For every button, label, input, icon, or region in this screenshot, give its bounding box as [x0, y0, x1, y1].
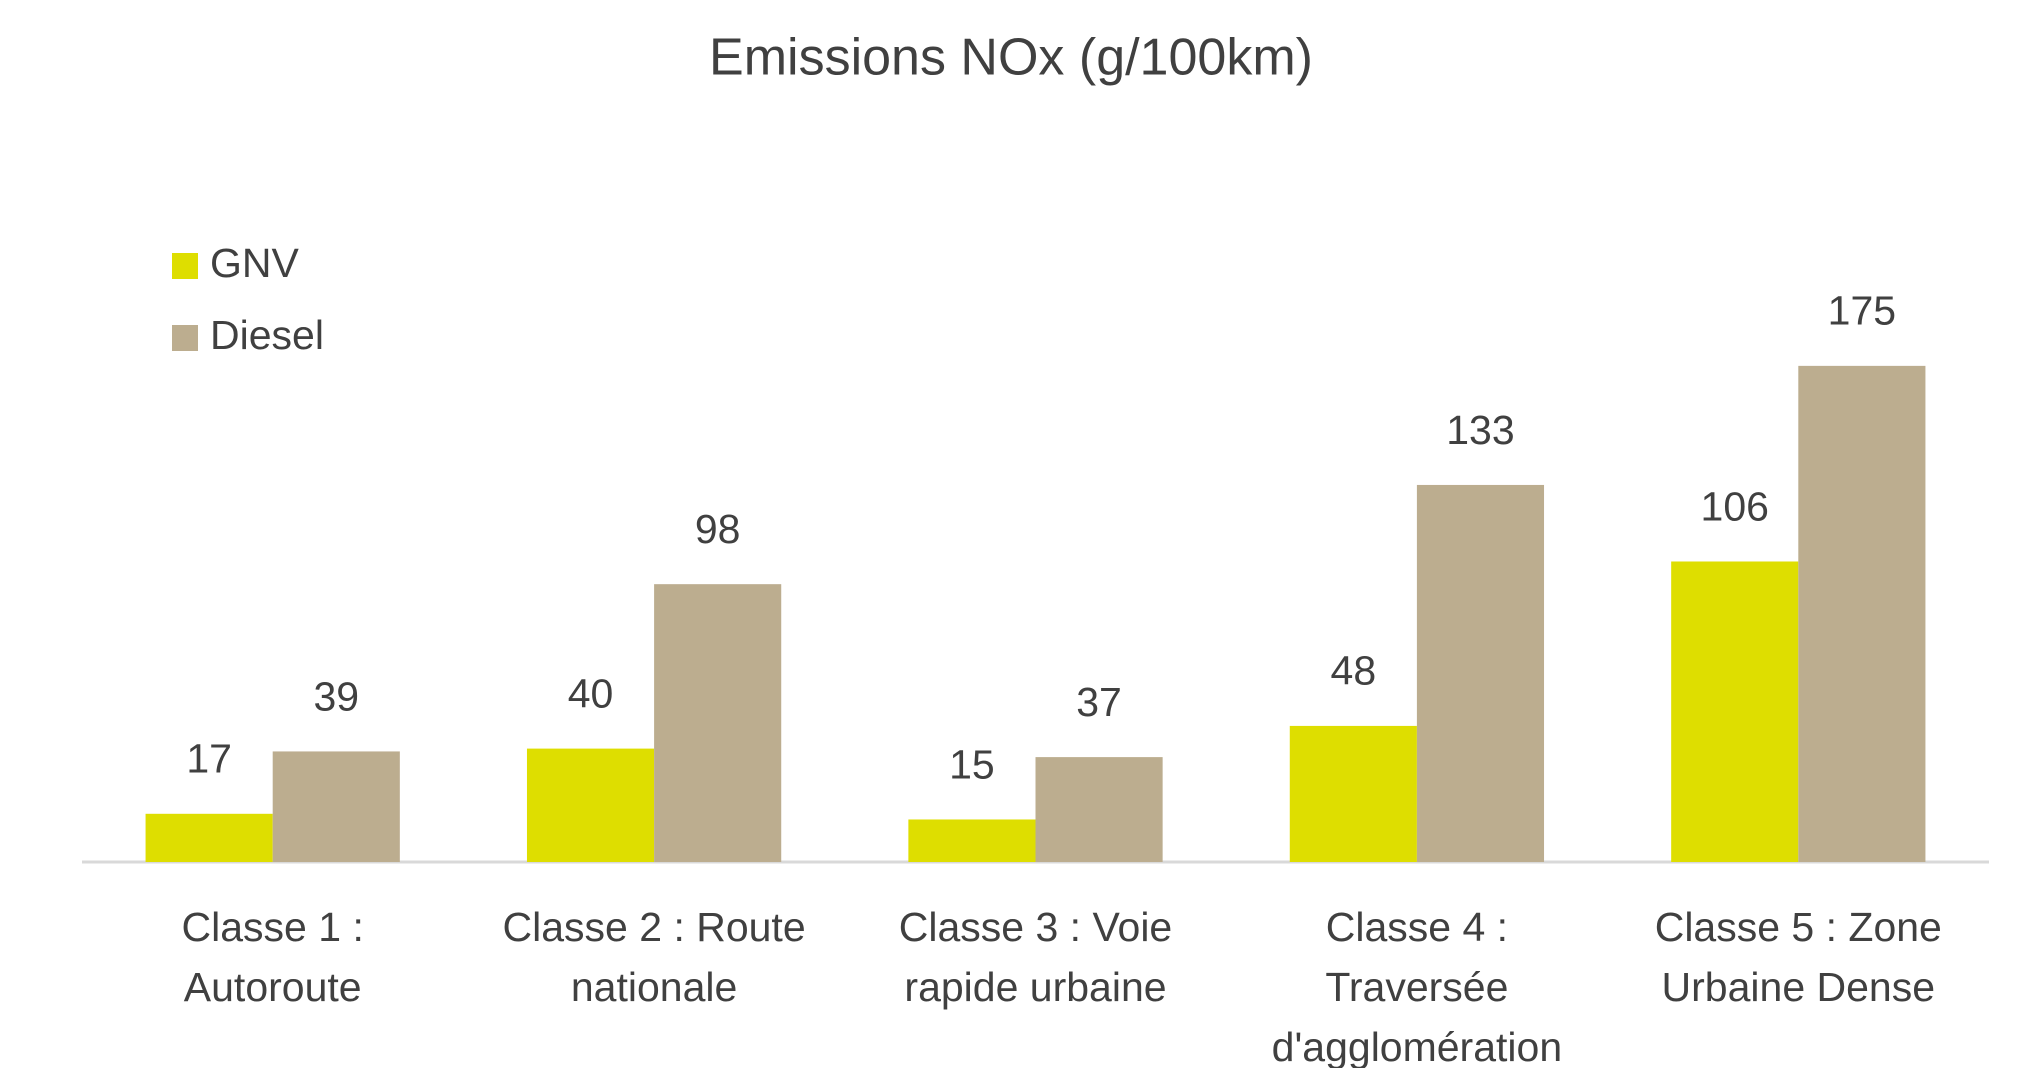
data-label: 40 [568, 670, 614, 716]
bar [1416, 484, 1545, 862]
x-tick-label: Classe 4 : Traversée d'agglomération [1271, 904, 1563, 1068]
bar [654, 584, 782, 862]
data-label: 15 [949, 741, 995, 787]
x-tick-label: Classe 5 : Zone Urbaine Dense [1654, 904, 1942, 1010]
x-tick-label: Classe 1 : Autoroute [181, 904, 364, 1010]
legend-label: GNV [210, 240, 300, 286]
legend-swatch [172, 253, 198, 279]
legend-swatch [172, 325, 198, 351]
bar [1798, 365, 1926, 862]
bar [272, 751, 400, 862]
bar [1035, 757, 1163, 862]
legend-label: Diesel [210, 312, 324, 358]
x-tick-label: Classe 2 : Route nationale [502, 904, 806, 1010]
data-label: 175 [1828, 288, 1896, 334]
data-label: 106 [1701, 483, 1769, 529]
data-label: 39 [313, 673, 359, 719]
bar [526, 748, 655, 862]
bar [1289, 725, 1417, 862]
data-label: 37 [1076, 679, 1122, 725]
bar [1671, 561, 1799, 862]
x-tick-label: Classe 3 : Voie rapide urbaine [898, 904, 1173, 1010]
data-label: 133 [1446, 407, 1514, 453]
chart-title: Emissions NOx (g/100km) [709, 29, 1313, 87]
data-label: 98 [695, 506, 741, 552]
data-label: 48 [1331, 648, 1377, 694]
data-label: 17 [186, 736, 232, 782]
bar [908, 819, 1036, 862]
bar [145, 813, 273, 862]
